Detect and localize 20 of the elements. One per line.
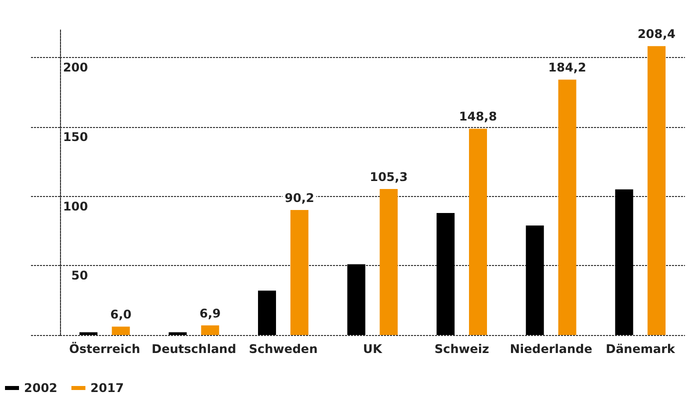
y-tick-label: 200 — [62, 60, 88, 75]
x-tick-label: Deutschland — [152, 342, 236, 356]
legend-label: 2017 — [90, 381, 124, 395]
data-label: 148,8 — [459, 110, 497, 124]
data-label: 90,2 — [284, 190, 314, 205]
x-tick-label: Dänemark — [606, 342, 676, 356]
x-tick-label: Österreich — [69, 341, 140, 356]
legend-label: 2002 — [24, 381, 58, 395]
x-tick-label: Schweiz — [434, 342, 490, 356]
y-tick-label: 50 — [71, 268, 88, 283]
x-tick-label: UK — [362, 342, 383, 356]
data-label: 105,3 — [370, 170, 408, 184]
data-label: 184,2 — [548, 60, 586, 75]
data-label: 6,0 — [110, 308, 132, 322]
y-tick-label: 100 — [62, 199, 88, 214]
x-tick-label: Niederlande — [510, 342, 592, 356]
x-tick-label: Schweden — [248, 342, 318, 356]
data-label: 208,4 — [638, 27, 676, 42]
y-tick-label: 150 — [62, 130, 88, 144]
data-label: 6,9 — [199, 306, 221, 320]
